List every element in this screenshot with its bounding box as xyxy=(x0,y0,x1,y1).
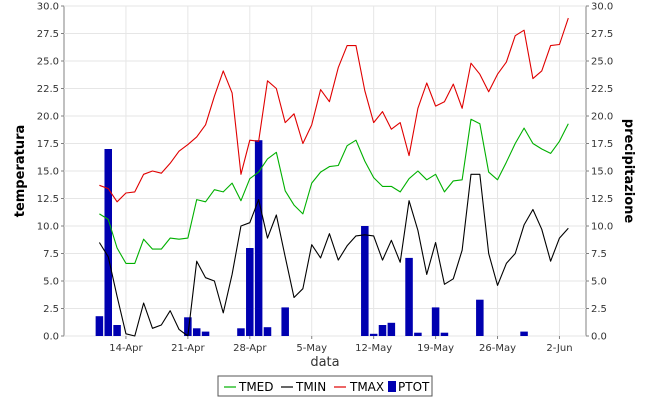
y-tick-label-right: 30.0 xyxy=(591,2,613,13)
y-tick-label-left: 22.5 xyxy=(37,84,59,95)
bar-ptot xyxy=(414,332,422,336)
y-tick-label-left: 30.0 xyxy=(37,2,59,13)
line-tmed xyxy=(99,118,569,264)
y-tick-label-left: 25.0 xyxy=(37,57,59,68)
y-tick-label-right: 0.0 xyxy=(591,332,607,343)
bar-ptot xyxy=(263,327,272,336)
y-tick-label-right: 12.5 xyxy=(591,194,613,205)
legend-box xyxy=(217,375,433,397)
y-tick-label-left: 7.5 xyxy=(43,249,59,260)
x-tick-label: 14-Apr xyxy=(109,343,143,354)
y-tick-label-left: 15.0 xyxy=(37,167,59,178)
bar-ptot xyxy=(405,257,413,336)
x-tick-label: 26-May xyxy=(479,343,516,354)
bar-ptot xyxy=(192,328,201,336)
bar-ptot xyxy=(281,307,289,336)
axes: 0.0 0.0 2.5 2.5 5.0 5.0 7.5 7.5 10.0 10.0 12.5 12.5… xyxy=(37,2,614,355)
bar-ptot xyxy=(520,331,528,336)
bar-ptot xyxy=(476,299,484,336)
bar-ptot xyxy=(184,317,192,336)
bar-ptot xyxy=(378,325,387,336)
legend: TMED TMIN TMAX PTOT xyxy=(217,375,433,397)
bar-ptot xyxy=(95,316,104,336)
y-tick-label-right: 5.0 xyxy=(591,277,607,288)
bar-ptot xyxy=(237,328,245,336)
bar-ptot xyxy=(254,140,263,336)
x-tick-label: 19-May xyxy=(417,343,454,354)
legend-label-ptot: PTOT xyxy=(398,380,430,394)
legend-label-tmax: TMAX xyxy=(349,380,384,394)
x-tick-label: 28-Apr xyxy=(233,343,267,354)
y-tick-label-left: 5.0 xyxy=(43,277,59,288)
y-axis-left-title: temperatura xyxy=(13,125,28,218)
y-tick-label-right: 27.5 xyxy=(591,29,613,40)
bar-ptot xyxy=(431,307,440,336)
y-tick-label-right: 7.5 xyxy=(591,249,607,260)
bar-ptot xyxy=(246,248,254,336)
line-tmin xyxy=(98,173,569,337)
precipitation-bars xyxy=(95,140,528,336)
bar-ptot xyxy=(440,332,449,336)
x-tick-label: 2-Jun xyxy=(546,343,572,354)
x-axis-title: data xyxy=(310,355,339,370)
y-tick-label-left: 17.5 xyxy=(37,139,59,150)
line-tmax xyxy=(99,17,569,203)
temperature-lines xyxy=(98,17,569,337)
bar-ptot xyxy=(369,333,378,336)
y-tick-label-left: 27.5 xyxy=(37,29,59,40)
y-tick-label-right: 17.5 xyxy=(591,139,613,150)
y-tick-label-left: 20.0 xyxy=(37,112,59,123)
y-axis-right-title: precipitazione xyxy=(621,119,636,224)
y-tick-label-right: 22.5 xyxy=(591,84,613,95)
bar-ptot xyxy=(361,226,369,336)
y-tick-label-right: 15.0 xyxy=(591,167,613,178)
bar-ptot xyxy=(104,149,112,336)
legend-label-tmin: TMIN xyxy=(295,380,326,394)
y-tick-label-right: 10.0 xyxy=(591,222,613,233)
bar-ptot xyxy=(113,325,121,336)
y-tick-label-right: 25.0 xyxy=(591,57,613,68)
x-tick-label: 5-May xyxy=(296,343,327,354)
legend-swatch-ptot xyxy=(388,381,396,392)
x-tick-label: 12-May xyxy=(355,343,392,354)
legend-label-tmed: TMED xyxy=(238,380,274,394)
x-tick-label: 21-Apr xyxy=(171,343,205,354)
bar-ptot xyxy=(201,331,210,336)
y-tick-label-right: 2.5 xyxy=(591,304,607,315)
y-tick-label-left: 12.5 xyxy=(37,194,59,205)
y-tick-label-left: 2.5 xyxy=(43,304,59,315)
bar-ptot xyxy=(387,322,396,336)
y-tick-label-left: 0.0 xyxy=(43,332,59,343)
y-tick-label-right: 20.0 xyxy=(591,112,613,123)
y-tick-label-left: 10.0 xyxy=(37,222,59,233)
